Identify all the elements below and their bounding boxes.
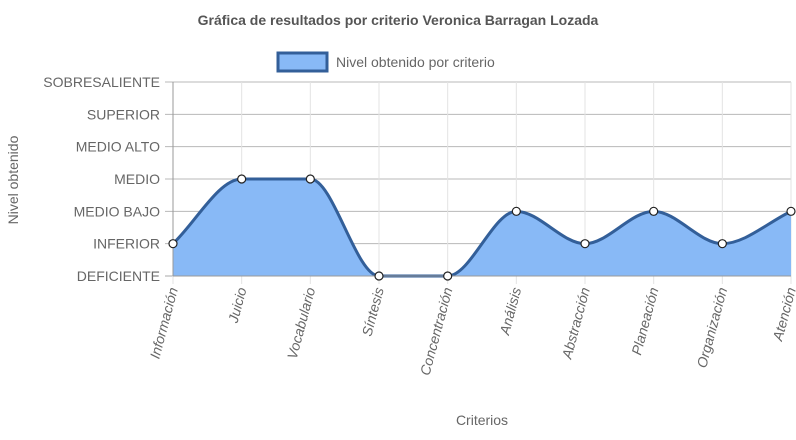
- legend[interactable]: Nivel obtenido por criterio: [276, 51, 495, 73]
- y-tick-label: SOBRESALIENTE: [43, 74, 160, 90]
- series-fill: [173, 179, 791, 276]
- y-tick-label: DEFICIENTE: [77, 268, 160, 284]
- y-axis-label: Nivel obtenido: [5, 135, 21, 224]
- x-tick-label: Abstracción: [558, 285, 593, 361]
- y-tick-label: MEDIO BAJO: [74, 203, 160, 219]
- series-line: [171, 177, 792, 278]
- data-point: [580, 239, 590, 249]
- legend-label: Nivel obtenido por criterio: [336, 54, 495, 70]
- data-points: [168, 174, 796, 281]
- legend-swatch: [276, 51, 329, 73]
- data-point: [649, 206, 659, 216]
- x-axis-label: Criterios: [456, 412, 508, 428]
- y-tick-label: INFERIOR: [93, 236, 160, 252]
- x-tick-label: Juicio: [225, 285, 250, 325]
- y-tick-label: MEDIO: [114, 171, 160, 187]
- data-point: [374, 271, 384, 281]
- x-tick-label: Análisis: [496, 286, 524, 338]
- x-tick-label: Organización: [693, 285, 730, 369]
- y-tick-label: MEDIO ALTO: [76, 139, 160, 155]
- series-area: [171, 177, 792, 278]
- data-point: [237, 174, 247, 184]
- y-tick-label: SUPERIOR: [87, 106, 160, 122]
- x-tick-label: Síntesis: [359, 286, 387, 338]
- x-tick-label: Vocabulario: [284, 285, 319, 360]
- data-point: [786, 206, 796, 216]
- x-tick-label: Información: [147, 285, 181, 360]
- data-point: [168, 239, 178, 249]
- data-point: [443, 271, 453, 281]
- data-point: [511, 206, 521, 216]
- data-point: [717, 239, 727, 249]
- x-tick-label: Planeación: [628, 285, 661, 356]
- chart-title: Gráfica de resultados por criterio Veron…: [198, 12, 599, 28]
- x-tick-label: Atención: [769, 285, 796, 343]
- y-tick-labels: DEFICIENTE INFERIOR MEDIO BAJO MEDIO MEDIO A…: [43, 74, 160, 284]
- x-tick-labels: Información Juicio Vocabulario Síntesis Conc…: [147, 285, 796, 377]
- x-tick-label: Concentración: [417, 285, 456, 377]
- data-point: [305, 174, 315, 184]
